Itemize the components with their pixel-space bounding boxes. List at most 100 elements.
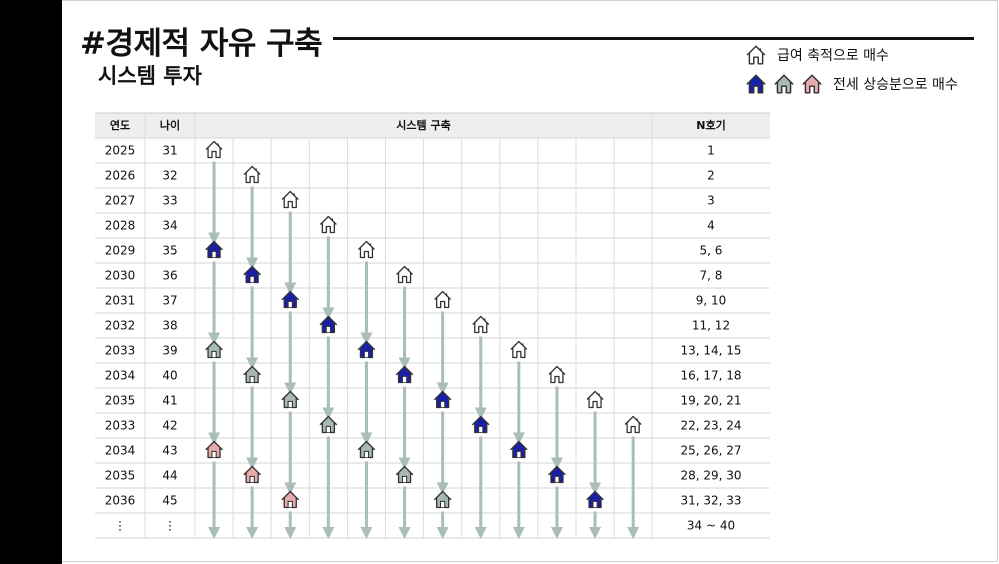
header-n: N호기	[696, 118, 725, 132]
house-outline-icon	[624, 415, 642, 434]
cell-age: 45	[162, 494, 177, 508]
legend-lease: 전세 상승분으로 매수	[745, 73, 958, 95]
house-pink-icon	[281, 490, 299, 509]
cell-n: 22, 23, 24	[680, 419, 741, 433]
house-blue-icon	[586, 490, 604, 509]
house-blue-icon	[548, 465, 566, 484]
cell-age: 44	[162, 469, 177, 483]
title-rule	[333, 37, 974, 40]
house-outline-icon	[357, 240, 375, 259]
cell-age: 34	[162, 219, 177, 233]
cell-age: 43	[162, 444, 177, 458]
cell-n: 25, 26, 27	[680, 444, 741, 458]
cell-n: 31, 32, 33	[680, 494, 741, 508]
house-pink-icon	[243, 465, 261, 484]
cell-age: 35	[162, 244, 177, 258]
house-blue-icon	[395, 365, 414, 384]
page-subtitle: 시스템 투자	[98, 64, 202, 88]
cell-age: 32	[162, 169, 177, 183]
house-blue-icon	[205, 240, 223, 259]
cell-n: 3	[707, 194, 715, 208]
house-outline-icon	[746, 45, 766, 65]
house-gray-icon	[319, 415, 338, 434]
cell-year: 2034	[105, 444, 136, 458]
house-outline-icon	[319, 215, 337, 234]
house-gray-icon	[395, 465, 414, 484]
cell-age: 37	[162, 294, 177, 308]
house-outline-icon	[586, 390, 604, 409]
cell-n: 4	[707, 219, 715, 233]
house-gray-icon	[243, 365, 261, 384]
left-black-bar	[0, 0, 62, 564]
cell-n: 16, 17, 18	[680, 369, 741, 383]
cell-year: 2026	[105, 169, 136, 183]
house-blue-icon	[281, 290, 299, 309]
cell-n: 28, 29, 30	[680, 469, 741, 483]
cell-age: 40	[162, 369, 177, 383]
house-outline-icon	[510, 340, 528, 359]
cell-year: 2027	[105, 194, 136, 208]
page-title: #경제적 자유 구축	[80, 26, 323, 62]
cell-year: 2035	[105, 394, 136, 408]
house-blue-icon	[319, 315, 338, 334]
house-blue-icon	[472, 415, 490, 434]
cell-year: 2031	[105, 294, 136, 308]
house-blue-icon	[357, 340, 376, 359]
cell-age: ⋮	[164, 519, 176, 533]
cell-age: 41	[162, 394, 177, 408]
legend-lease-label: 전세 상승분으로 매수	[833, 77, 958, 93]
header-year: 연도	[110, 118, 130, 132]
table-header-bg	[95, 113, 770, 138]
cell-n: 19, 20, 21	[680, 394, 741, 408]
cell-n: 9, 10	[696, 294, 727, 308]
legend-accumulate-label: 급여 축적으로 매수	[777, 48, 889, 64]
cell-year: 2035	[105, 469, 136, 483]
cell-age: 38	[162, 319, 177, 333]
house-pink-icon	[205, 440, 223, 459]
cell-year: 2029	[105, 244, 136, 258]
house-outline-icon	[472, 315, 490, 334]
header-age: 나이	[160, 118, 180, 132]
slide-frame	[62, 0, 998, 562]
house-blue-icon	[746, 74, 766, 94]
house-gray-icon	[433, 490, 452, 509]
house-outline-icon	[281, 190, 299, 209]
legend-accumulate: 급여 축적으로 매수	[745, 44, 889, 66]
house-blue-icon	[510, 440, 528, 459]
house-gray-icon	[357, 440, 376, 459]
cell-n: 1	[707, 144, 715, 158]
cell-n: 7, 8	[700, 269, 723, 283]
cell-age: 36	[162, 269, 177, 283]
header-system: 시스템 구축	[396, 118, 450, 132]
house-outline-icon	[548, 365, 566, 384]
house-pink-icon	[802, 74, 822, 94]
house-outline-icon	[205, 140, 223, 159]
cell-year: 2033	[105, 419, 136, 433]
cell-n: 11, 12	[692, 319, 730, 333]
cell-n: 2	[707, 169, 715, 183]
cell-n: 34 ~ 40	[687, 519, 735, 533]
house-outline-icon	[243, 165, 261, 184]
cell-year: 2025	[105, 144, 136, 158]
house-gray-icon	[774, 74, 794, 94]
cell-age: 31	[162, 144, 177, 158]
cell-n: 13, 14, 15	[680, 344, 741, 358]
house-blue-icon	[433, 390, 452, 409]
cell-year: 2033	[105, 344, 136, 358]
house-outline-icon	[396, 265, 414, 284]
house-gray-icon	[281, 390, 299, 409]
cell-age: 33	[162, 194, 177, 208]
cell-year: 2032	[105, 319, 136, 333]
house-blue-icon	[243, 265, 261, 284]
cell-n: 5, 6	[700, 244, 723, 258]
house-gray-icon	[205, 340, 223, 359]
cell-year: 2034	[105, 369, 136, 383]
cell-age: 39	[162, 344, 177, 358]
cell-year: 2030	[105, 269, 136, 283]
cell-year: 2036	[105, 494, 136, 508]
cell-year: 2028	[105, 219, 136, 233]
cell-year: ⋮	[114, 519, 126, 533]
house-outline-icon	[434, 290, 452, 309]
cell-age: 42	[162, 419, 177, 433]
